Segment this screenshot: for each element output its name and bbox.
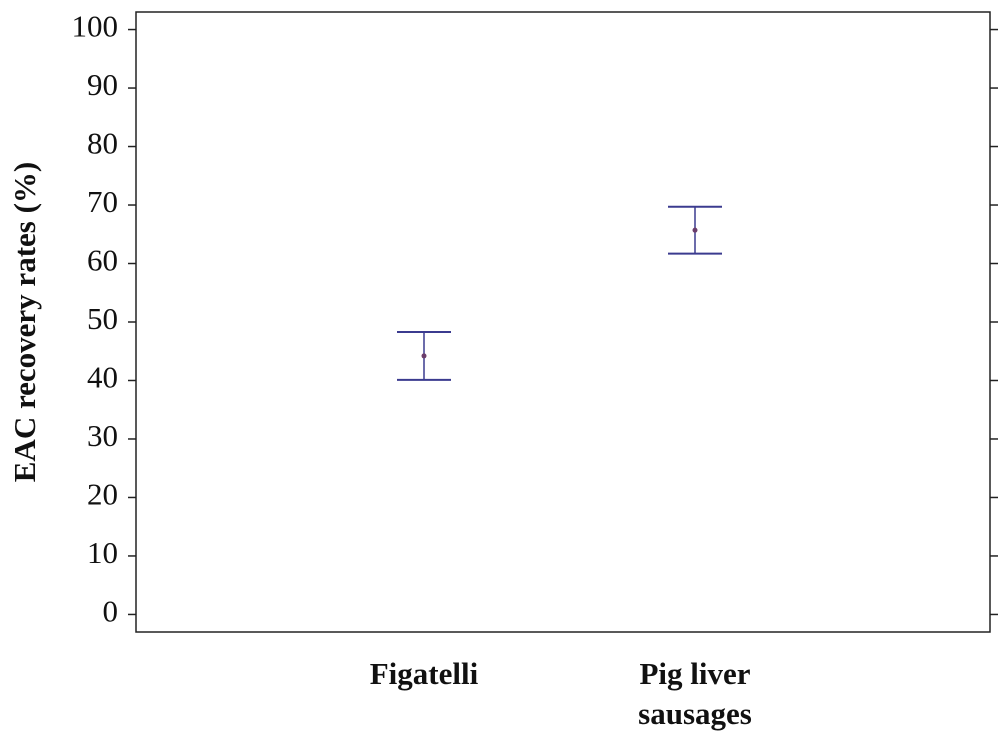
y-tick-label: 10	[87, 535, 118, 570]
y-axis-label: EAC recovery rates (%)	[7, 162, 42, 483]
y-tick-label: 0	[103, 594, 119, 629]
mean-point	[692, 227, 698, 233]
y-tick-label: 60	[87, 243, 118, 278]
y-tick-label: 80	[87, 126, 118, 161]
x-tick-label: Figatelli	[369, 656, 479, 691]
y-tick-label: 70	[87, 184, 118, 219]
y-tick-label: 90	[87, 67, 118, 102]
plot-frame	[135, 11, 991, 633]
y-tick-label: 30	[87, 418, 118, 453]
y-tick-label: 40	[87, 360, 118, 395]
y-tick-label: 50	[87, 301, 118, 336]
x-tick-label: Pig liver sausages	[638, 656, 752, 731]
y-tick-label: 100	[72, 9, 119, 44]
y-tick-label: 20	[87, 477, 118, 512]
mean-point	[421, 353, 427, 359]
